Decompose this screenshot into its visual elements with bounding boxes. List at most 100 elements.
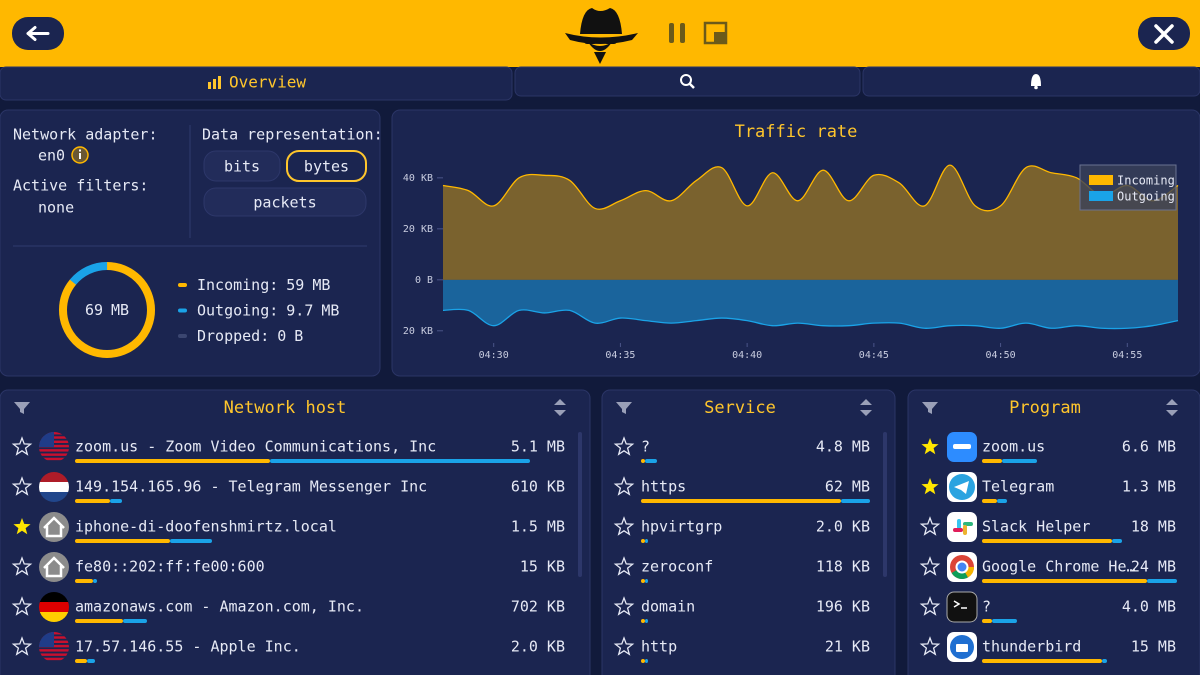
y-tick-label: 0 B: [415, 275, 433, 286]
outgoing-bar: [997, 499, 1007, 503]
flag: [39, 472, 69, 502]
table-row[interactable]: ? 4.8 MB: [613, 436, 870, 464]
table-row[interactable]: Telegram 1.3 MB: [921, 472, 1176, 503]
chart-title: Traffic rate: [735, 122, 858, 142]
overview-panel: [0, 109, 381, 377]
donut-arc: [59, 262, 155, 359]
star-toggle[interactable]: [919, 556, 941, 576]
row-value: 18 MB: [1131, 518, 1176, 536]
star-toggle[interactable]: [613, 636, 635, 656]
option-button[interactable]: bytes: [286, 150, 367, 182]
sort-icon[interactable]: [860, 399, 872, 416]
table-row[interactable]: domain 196 KB: [613, 596, 870, 624]
star-toggle[interactable]: [11, 636, 33, 656]
table-row[interactable]: https 62 MB: [613, 476, 870, 504]
stripe: [39, 457, 69, 461]
filter-icon[interactable]: [616, 402, 632, 414]
total-value: 69: [85, 301, 103, 319]
option-box: [286, 150, 367, 182]
tab-inspect[interactable]: [514, 66, 861, 97]
table-row[interactable]: http 21 KB: [613, 636, 870, 664]
legend-box: [1079, 164, 1177, 211]
table-row[interactable]: Google Chrome He…24 MB: [919, 552, 1177, 583]
y-tick-label: 20 KB: [403, 224, 433, 235]
row-name: hpvirtgrp: [641, 518, 722, 536]
sort-icon[interactable]: [554, 399, 566, 416]
legend-dot: [178, 308, 187, 313]
table-row[interactable]: zoom.us - Zoom Video Communications, Inc…: [11, 432, 565, 463]
table-row[interactable]: hpvirtgrp 2.0 KB: [613, 516, 870, 544]
app-icon: [947, 512, 977, 542]
star-toggle[interactable]: [11, 436, 33, 456]
stripe: [39, 492, 69, 502]
thumbnail-button[interactable]: [703, 21, 728, 45]
option-button[interactable]: packets: [203, 187, 367, 217]
stripe: [39, 602, 69, 613]
legend-label: Incoming: [1117, 174, 1175, 188]
star-toggle[interactable]: [11, 596, 33, 616]
star-toggle[interactable]: [11, 556, 33, 576]
star-toggle[interactable]: [613, 476, 635, 496]
star-toggle[interactable]: [613, 596, 635, 616]
star-toggle[interactable]: [919, 636, 941, 656]
table-row[interactable]: zoom.us 6.6 MB: [921, 432, 1176, 463]
row-name: ?: [641, 438, 650, 456]
adapter-info-icon[interactable]: [71, 146, 89, 164]
table-row[interactable]: fe80::202:ff:fe00:600 15 KB: [11, 552, 565, 583]
option-button[interactable]: bits: [203, 150, 281, 182]
star-toggle[interactable]: [11, 476, 33, 496]
star-toggle[interactable]: [13, 518, 31, 535]
table-row[interactable]: zeroconf 118 KB: [613, 556, 870, 584]
legend-label: Outgoing: [1117, 190, 1175, 204]
settings-button[interactable]: [1138, 17, 1190, 50]
table-row[interactable]: amazonaws.com - Amazon.com, Inc. 702 KB: [11, 592, 565, 623]
representation-options: bits bytes packets: [203, 150, 367, 217]
pause-button[interactable]: [669, 23, 685, 43]
stripe: [39, 657, 69, 661]
incoming-bar: [75, 619, 123, 623]
row-icon: [947, 552, 977, 582]
stripe: [39, 612, 69, 622]
table-title: Service: [704, 398, 776, 418]
star-toggle[interactable]: [921, 438, 939, 455]
row-value: 6.6 MB: [1122, 438, 1176, 456]
tab-notifications[interactable]: [862, 66, 1200, 97]
row-icon: [39, 472, 69, 502]
incoming-bar: [641, 659, 645, 663]
filter-icon[interactable]: [922, 402, 938, 414]
table-row[interactable]: 149.154.165.96 - Telegram Messenger Inc 6…: [11, 472, 565, 503]
star-toggle[interactable]: [919, 516, 941, 536]
table-row[interactable]: Slack Helper 18 MB: [919, 512, 1176, 543]
incoming-bar: [641, 579, 645, 583]
row-name: Telegram: [982, 478, 1054, 496]
outgoing-bar: [645, 539, 648, 543]
legend-label: Dropped:: [197, 327, 269, 345]
row-value: 2.0 KB: [816, 518, 870, 536]
sort-icon[interactable]: [1166, 399, 1178, 416]
tab-overview[interactable]: Overview: [0, 66, 513, 101]
row-value: 5.1 MB: [511, 438, 565, 456]
row-value: 15 MB: [1131, 638, 1176, 656]
app-logo: [565, 8, 638, 64]
flag: [39, 592, 69, 622]
table-row[interactable]: iphone-di-doofenshmirtz.local 1.5 MB: [13, 512, 565, 543]
star-toggle[interactable]: [919, 596, 941, 616]
star-toggle[interactable]: [613, 556, 635, 576]
row-name: ?: [982, 598, 991, 616]
series-line: [442, 308, 1179, 330]
filter-icon[interactable]: [14, 402, 30, 414]
star-toggle[interactable]: [921, 478, 939, 495]
filters-value: none: [38, 199, 74, 217]
incoming-bar: [641, 619, 645, 623]
option-label: bytes: [304, 158, 349, 176]
table-row[interactable]: ? 4.0 MB: [919, 591, 1176, 623]
incoming-bar: [641, 539, 645, 543]
scrollbar: [883, 432, 887, 577]
star-toggle[interactable]: [613, 516, 635, 536]
back-button[interactable]: [12, 17, 64, 50]
stripe: [39, 592, 69, 603]
app-center: [955, 560, 969, 574]
star-toggle[interactable]: [613, 436, 635, 456]
table-row[interactable]: thunderbird 15 MB: [919, 632, 1176, 663]
legend-dot: [178, 334, 187, 338]
